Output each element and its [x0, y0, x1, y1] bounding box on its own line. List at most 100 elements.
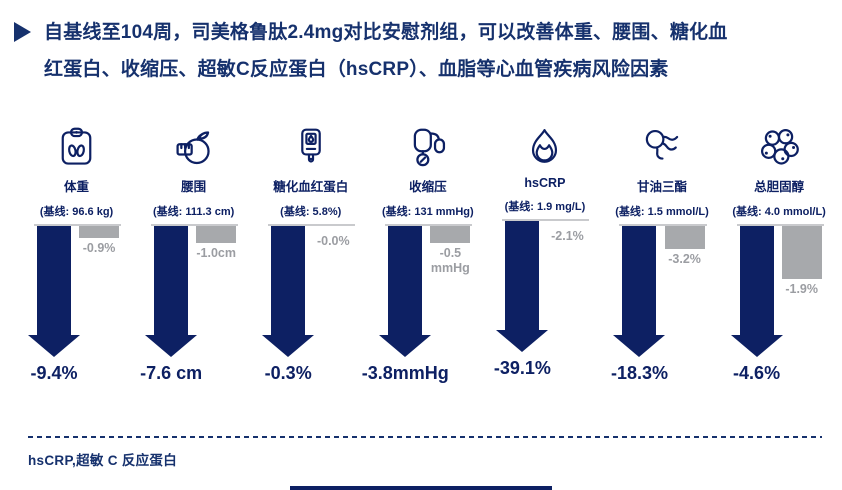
- metric-label: 总胆固醇: [754, 180, 805, 194]
- header-text: 自基线至104周，司美格鲁肽2.4mg对比安慰剂组，可以改善体重、腰围、糖化血 …: [44, 14, 727, 88]
- metric-baseline: (基线: 111.3 cm): [152, 206, 235, 218]
- placebo-bar: [664, 226, 705, 249]
- zero-baseline: [34, 224, 122, 226]
- semaglutide-arrow: -3.8mmHg: [361, 226, 449, 384]
- placebo-group: -1.9%: [781, 226, 822, 297]
- metric-column: 体重 (基线: 96.6 kg) -9.4% -0.9%: [18, 124, 135, 390]
- metric-icon-slot: [721, 124, 838, 170]
- metric-baseline: (基线: 96.6 kg): [39, 206, 114, 218]
- arrow-head-icon: [145, 335, 198, 357]
- header: 自基线至104周，司美格鲁肽2.4mg对比安慰剂组，可以改善体重、腰围、糖化血 …: [0, 0, 842, 88]
- arrow-shaft: [154, 226, 189, 335]
- metric-icon-slot: [603, 124, 720, 170]
- semaglutide-arrow: -18.3%: [610, 226, 668, 384]
- blood-pressure-icon: [413, 128, 445, 167]
- zero-baseline: [502, 219, 590, 221]
- glucose-meter-icon: [300, 128, 321, 163]
- arrow-shaft: [37, 226, 71, 335]
- metric-column: 收缩压 (基线: 131 mmHg) -3.8mmHg -0.5 mmHg: [361, 124, 486, 390]
- placebo-value: -2.1%: [551, 229, 584, 243]
- placebo-group: -2.1%: [547, 221, 587, 244]
- bar-group: -39.1% -2.1%: [486, 219, 603, 385]
- metric-icon-slot: [18, 124, 135, 170]
- waist-tape-icon: [176, 131, 210, 165]
- arrow-head-icon: [262, 335, 315, 357]
- bar-group: -3.8mmHg -0.5 mmHg: [361, 224, 486, 390]
- metric-label: 糖化血红蛋白: [273, 180, 349, 194]
- metrics-row: 体重 (基线: 96.6 kg) -9.4% -0.9% 腰围 (基线: 111…: [18, 124, 838, 390]
- semaglutide-value: -3.8mmHg: [361, 363, 449, 383]
- arrow-head-icon: [613, 335, 666, 357]
- semaglutide-value: -39.1%: [493, 358, 551, 378]
- placebo-group: -0.0%: [313, 226, 353, 249]
- placebo-bar: [781, 226, 822, 279]
- zero-baseline: [268, 224, 356, 226]
- metric-column: hsCRP (基线: 1.9 mg/L) -39.1% -2.1%: [486, 124, 603, 390]
- metric-column: 腰围 (基线: 111.3 cm) -7.6 cm -1.0cm: [135, 124, 252, 390]
- footnote: hsCRP,超敏 C 反应蛋白: [28, 453, 178, 468]
- metric-baseline: (基线: 1.5 mmol/L): [615, 206, 709, 218]
- metric-label: 甘油三酯: [637, 180, 688, 194]
- cholesterol-icon: [761, 129, 799, 165]
- metric-icon-slot: [486, 124, 603, 170]
- semaglutide-value: -7.6 cm: [140, 363, 203, 383]
- flame-icon: [532, 129, 558, 163]
- bar-group: -9.4% -0.9%: [18, 224, 135, 390]
- zero-baseline: [736, 224, 824, 226]
- header-line-2: 红蛋白、收缩压、超敏C反应蛋白（hsCRP）、血脂等心血管疾病风险因素: [44, 59, 669, 80]
- placebo-value: -1.0cm: [196, 246, 236, 260]
- bullet-triangle-icon: [14, 22, 31, 42]
- metric-label: 体重: [64, 180, 90, 194]
- semaglutide-arrow: -4.6%: [730, 226, 783, 384]
- bar-group: -0.3% -0.0%: [252, 224, 369, 390]
- bar-group: -4.6% -1.9%: [721, 224, 838, 390]
- metric-label: 腰围: [181, 180, 207, 194]
- zero-baseline: [385, 224, 473, 226]
- semaglutide-value: -18.3%: [610, 363, 668, 383]
- placebo-value: -0.5 mmHg: [430, 246, 470, 275]
- metric-icon-slot: [135, 124, 252, 170]
- arrow-shaft: [739, 226, 774, 335]
- arrow-head-icon: [496, 330, 549, 352]
- arrow-head-icon: [379, 335, 432, 357]
- metric-column: 总胆固醇 (基线: 4.0 mmol/L) -4.6% -1.9%: [721, 124, 838, 390]
- semaglutide-arrow: -7.6 cm: [140, 226, 203, 384]
- placebo-value: -0.0%: [316, 234, 350, 248]
- bottom-partial-element: [290, 486, 552, 490]
- arrow-shaft: [271, 226, 306, 335]
- placebo-group: -0.5 mmHg: [430, 226, 471, 276]
- metric-icon-slot: [252, 124, 369, 170]
- dashed-divider: [28, 436, 822, 438]
- semaglutide-arrow: -9.4%: [28, 226, 80, 384]
- semaglutide-value: -0.3%: [264, 363, 312, 383]
- weight-scale-icon: [61, 127, 92, 165]
- arrow-head-icon: [730, 335, 783, 357]
- arrow-shaft: [622, 226, 657, 335]
- placebo-group: -0.9%: [79, 226, 120, 256]
- semaglutide-value: -9.4%: [30, 363, 78, 383]
- zero-baseline: [151, 224, 239, 226]
- metric-baseline: (基线: 131 mmHg): [381, 206, 474, 218]
- semaglutide-arrow: -0.3%: [262, 226, 315, 384]
- placebo-group: -1.0cm: [196, 226, 237, 261]
- zero-baseline: [619, 224, 707, 226]
- metric-baseline: (基线: 1.9 mg/L): [504, 201, 586, 213]
- placebo-value: -1.9%: [785, 282, 818, 296]
- placebo-value: -0.9%: [82, 241, 116, 255]
- placebo-bar: [430, 226, 471, 243]
- semaglutide-arrow: -39.1%: [493, 221, 551, 379]
- triglyceride-icon: [645, 129, 679, 160]
- arrow-shaft: [388, 226, 423, 335]
- metric-icon-slot: [369, 124, 486, 170]
- metric-label: 收缩压: [409, 180, 447, 194]
- metric-baseline: (基线: 4.0 mmol/L): [732, 206, 826, 218]
- metric-baseline: (基线: 5.8%): [280, 206, 342, 218]
- arrow-head-icon: [28, 335, 80, 357]
- arrow-shaft: [505, 221, 540, 330]
- bar-group: -7.6 cm -1.0cm: [135, 224, 252, 390]
- placebo-value: -3.2%: [668, 252, 701, 266]
- metric-label: hsCRP: [524, 176, 566, 190]
- metric-column: 甘油三酯 (基线: 1.5 mmol/L) -18.3% -3.2%: [603, 124, 720, 390]
- placebo-bar: [196, 226, 237, 243]
